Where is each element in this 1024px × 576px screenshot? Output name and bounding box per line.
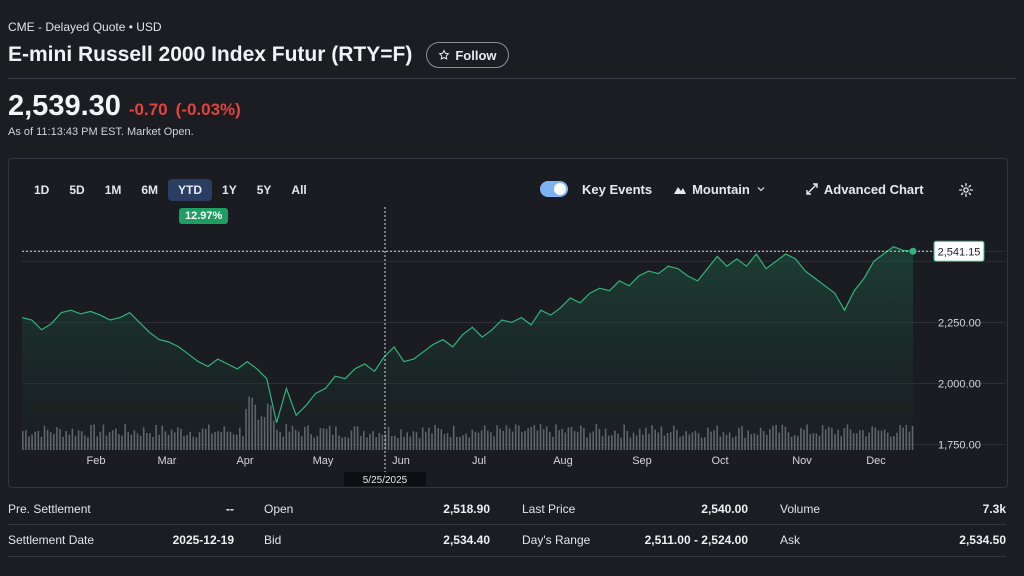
x-tick-label: Nov [792,455,812,467]
follow-button[interactable]: Follow [426,42,509,68]
ytd-return-badge: 12.97% [179,208,229,224]
stat-label: Settlement Date [8,533,95,547]
stat-settlement-date: Settlement Date 2025-12-19 [8,533,234,547]
stat-label: Ask [780,533,801,547]
y-tick-label: 2,000.00 [938,379,981,391]
stat-value: 2,518.90 [443,502,490,516]
y-tick-label: 1,750.00 [938,440,981,452]
x-tick-label: May [313,455,334,467]
range-selector: 1D 5D 1M 6M YTD 1Y 5Y All [24,179,317,201]
range-ytd[interactable]: YTD [168,179,213,201]
x-tick-label: Feb [87,455,106,467]
x-tick-label: Oct [711,455,728,467]
page-title: E-mini Russell 2000 Index Futur (RTY=F) [8,43,413,66]
chevron-down-icon [757,187,765,192]
last-price-dot [909,247,917,255]
range-all[interactable]: All [291,183,307,197]
star-icon [438,49,450,60]
stat-value: 2,511.00 - 2,524.00 [644,533,748,547]
chart-controls: Key Events Mountain Advanced Chart [540,181,924,197]
stats-divider [8,524,1006,525]
last-price-value: 2,541.15 [938,246,981,258]
key-events-label: Key Events [582,181,653,197]
x-tick-label: Mar [158,455,177,467]
price-area [22,246,913,452]
crosshair-date-label: 5/25/2025 [344,472,426,486]
advanced-chart-button[interactable]: Advanced Chart [806,182,924,197]
key-events-toggle[interactable]: Key Events [540,181,652,197]
stat-ask: Ask 2,534.50 [780,533,1006,547]
stat-label: Last Price [522,502,576,516]
stat-value: 2,534.40 [443,533,490,547]
stat-label: Pre. Settlement [8,502,91,516]
range-5d[interactable]: 5D [69,183,85,197]
stats-divider [8,556,1006,557]
range-1m[interactable]: 1M [104,183,122,197]
price-line [21,246,914,423]
follow-label: Follow [455,47,497,63]
stat-value: 2,534.50 [959,533,1006,547]
stat-label: Day's Range [522,533,591,547]
stat-volume: Volume 7.3k [780,502,1006,516]
price-row: 2,539.30 -0.70 (-0.03%) [8,90,241,123]
stat-label: Bid [264,533,282,547]
chart-type-dropdown[interactable]: Mountain [674,182,766,197]
range-1d[interactable]: 1D [34,183,50,197]
toggle-switch[interactable] [540,181,568,197]
stat-open: Open 2,518.90 [264,502,490,516]
x-axis-labels: Feb Mar Apr May Jun Jul Aug Sep Oct Nov Dec [87,455,887,467]
x-tick-label: Dec [866,455,886,467]
stat-last-price: Last Price 2,540.00 [522,502,748,516]
y-axis-labels: 2,250.00 2,000.00 1,750.00 [938,317,981,451]
stat-label: Volume [780,502,821,516]
range-5y[interactable]: 5Y [256,183,272,197]
price-change-percent: (-0.03%) [175,100,241,119]
stat-label: Open [264,502,294,516]
range-1y[interactable]: 1Y [222,183,237,197]
x-tick-label: Apr [236,455,253,467]
stat-value: 2025-12-19 [172,533,234,547]
crosshair-date: 5/25/2025 [363,475,408,486]
stat-pre-settlement: Pre. Settlement -- [8,502,234,516]
x-tick-label: Jul [472,455,486,467]
range-6m[interactable]: 6M [141,183,159,197]
stat-value: 7.3k [982,502,1006,516]
stat-bid: Bid 2,534.40 [264,533,490,547]
gear-icon[interactable] [958,182,974,198]
mountain-icon [674,187,687,194]
stats-row: Pre. Settlement -- Open 2,518.90 Last Pric… [8,502,1006,524]
stat-value: -- [226,502,234,516]
y-tick-label: 2,250.00 [938,317,981,329]
x-tick-label: Sep [632,455,652,467]
as-of-timestamp: As of 11:13:43 PM EST. Market Open. [8,126,194,138]
quote-source: CME - Delayed Quote • USD [8,20,162,34]
divider [8,78,1016,79]
advanced-chart-label: Advanced Chart [823,181,924,197]
stat-days-range: Day's Range 2,511.00 - 2,524.00 [522,533,748,547]
price-change: -0.70 [128,100,168,119]
last-price: 2,539.30 [8,90,121,122]
expand-icon [806,183,818,195]
last-price-label: 2,541.15 [933,240,985,262]
x-tick-label: Jun [392,455,410,467]
x-tick-label: Aug [553,455,573,467]
chart-type-label: Mountain [692,181,750,197]
title-row: E-mini Russell 2000 Index Futur (RTY=F) … [8,42,509,68]
stats-row: Settlement Date 2025-12-19 Bid 2,534.40 Da… [8,533,1006,555]
stat-value: 2,540.00 [701,502,748,516]
